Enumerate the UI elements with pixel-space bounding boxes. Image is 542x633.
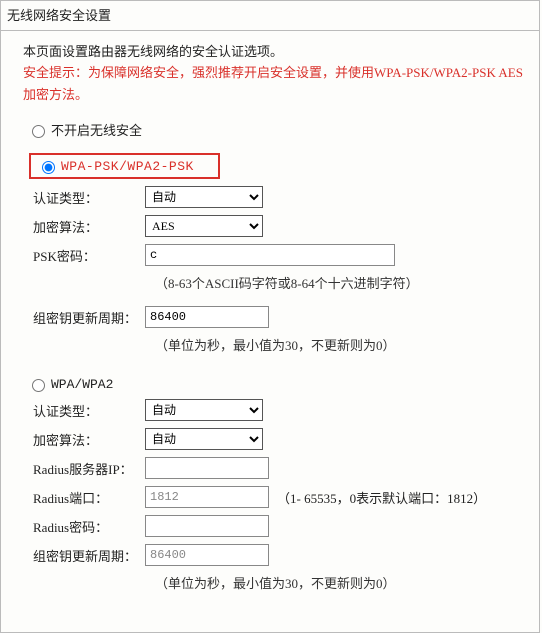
option-wpa-radio[interactable] <box>32 379 45 392</box>
wpa-algo-label: 加密算法： <box>33 430 145 449</box>
psk-password-input[interactable] <box>145 244 395 266</box>
intro-text: 本页面设置路由器无线网络的安全认证选项。 <box>23 41 527 60</box>
option-none-label: 不开启无线安全 <box>51 120 142 139</box>
psk-password-hint: （8-63个ASCII码字符或8-64个十六进制字符） <box>155 273 527 292</box>
psk-rekey-input[interactable] <box>145 306 269 328</box>
psk-password-label: PSK密码： <box>33 246 145 265</box>
option-psk-radio[interactable] <box>42 161 55 174</box>
option-psk-highlight: WPA-PSK/WPA2-PSK <box>29 153 220 179</box>
wireless-security-panel: 无线网络安全设置 本页面设置路由器无线网络的安全认证选项。 安全提示：为保障网络… <box>0 0 540 633</box>
option-none-row: 不开启无线安全 <box>27 120 527 139</box>
option-wpa-row: WPA/WPA2 <box>27 376 527 392</box>
wpa-rekey-label: 组密钥更新周期： <box>33 546 145 565</box>
wpa-auth-select[interactable]: 自动 <box>145 399 263 421</box>
psk-algo-select[interactable]: AES <box>145 215 263 237</box>
panel-title: 无线网络安全设置 <box>1 1 539 31</box>
radius-port-input[interactable] <box>145 486 269 508</box>
psk-section: 认证类型： 自动 加密算法： AES PSK密码： （8-63个ASCII码字符… <box>33 186 527 354</box>
option-psk-row: WPA-PSK/WPA2-PSK <box>27 153 527 179</box>
wpa-algo-select[interactable]: 自动 <box>145 428 263 450</box>
radius-ip-label: Radius服务器IP： <box>33 459 145 478</box>
wpa-auth-label: 认证类型： <box>33 401 145 420</box>
option-psk-label: WPA-PSK/WPA2-PSK <box>61 159 194 174</box>
radius-password-label: Radius密码： <box>33 517 145 536</box>
option-none-radio[interactable] <box>32 125 45 138</box>
psk-rekey-label: 组密钥更新周期： <box>33 308 145 327</box>
psk-auth-label: 认证类型： <box>33 188 145 207</box>
radius-ip-input[interactable] <box>145 457 269 479</box>
radius-port-label: Radius端口： <box>33 488 145 507</box>
radius-password-input[interactable] <box>145 515 269 537</box>
psk-auth-select[interactable]: 自动 <box>145 186 263 208</box>
wpa-rekey-input[interactable] <box>145 544 269 566</box>
wpa-section: 认证类型： 自动 加密算法： 自动 Radius服务器IP： Radius端口：… <box>33 399 527 592</box>
psk-algo-label: 加密算法： <box>33 217 145 236</box>
panel-body: 本页面设置路由器无线网络的安全认证选项。 安全提示：为保障网络安全，强烈推荐开启… <box>1 31 539 632</box>
option-wpa-label: WPA/WPA2 <box>51 377 113 392</box>
wpa-rekey-hint: （单位为秒，最小值为30，不更新则为0） <box>155 573 527 592</box>
radius-port-hint: （1- 65535，0表示默认端口：1812） <box>277 488 486 507</box>
security-warning: 安全提示：为保障网络安全，强烈推荐开启安全设置，并使用WPA-PSK/WPA2-… <box>23 62 527 106</box>
psk-rekey-hint: （单位为秒，最小值为30，不更新则为0） <box>155 335 527 354</box>
